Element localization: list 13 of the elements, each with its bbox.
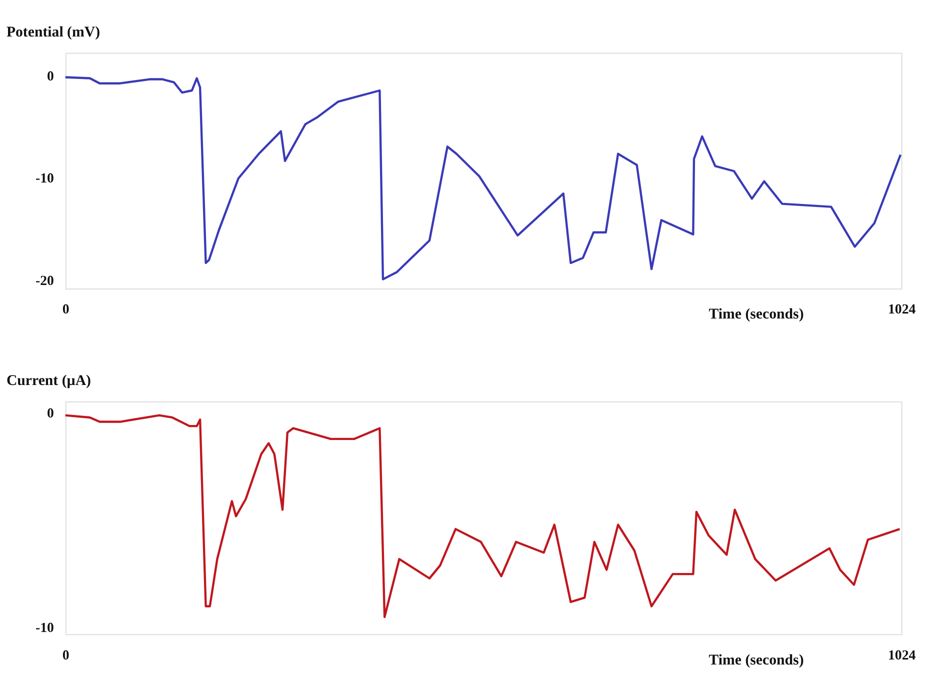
y-tick-label: -10 (35, 170, 54, 186)
x-axis-title: Time (seconds) (708, 652, 804, 668)
y-tick-label: 0 (47, 68, 54, 84)
line-series (64, 414, 901, 618)
line-series (64, 76, 902, 280)
y-tick-label: 0 (47, 406, 54, 421)
x-axis-title: Time (seconds) (708, 306, 804, 323)
x-tick-label: 1024 (888, 302, 916, 317)
x-tick-label: 1024 (888, 647, 916, 662)
y-tick-label: -10 (35, 620, 54, 636)
y-tick-label: -20 (35, 272, 54, 288)
y-axis-title: Potential (mV) (6, 24, 100, 40)
y-axis-title: Current (µA) (6, 373, 92, 390)
